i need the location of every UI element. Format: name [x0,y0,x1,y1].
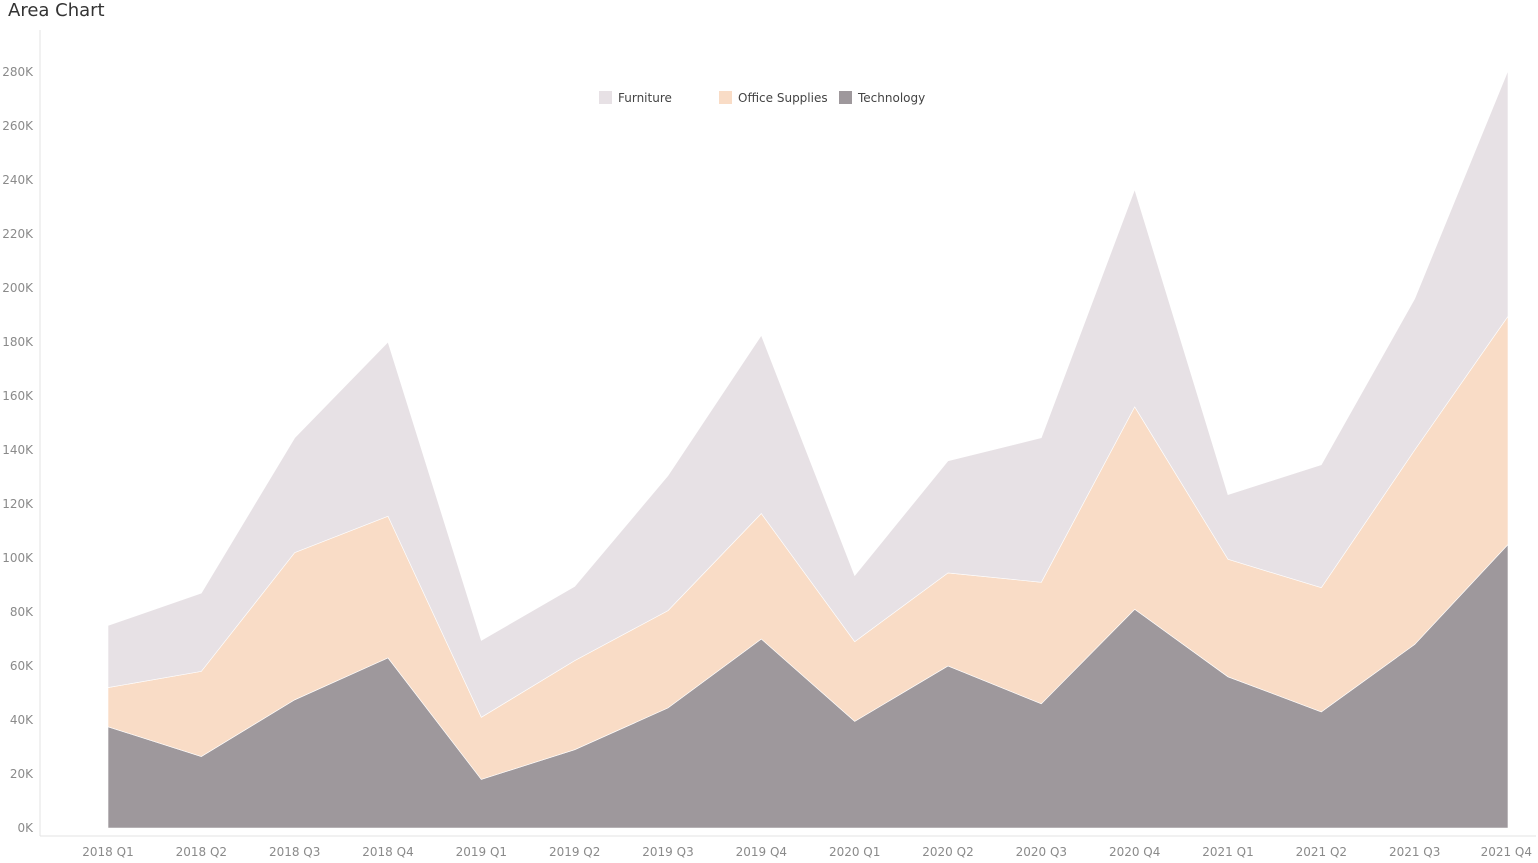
x-tick-label: 2020 Q4 [1109,845,1160,859]
x-tick-label: 2020 Q3 [1016,845,1067,859]
y-tick-label: 120K [2,497,34,511]
y-tick-label: 260K [2,119,34,133]
legend-label: Furniture [618,91,672,105]
y-tick-label: 80K [10,605,34,619]
y-tick-label: 180K [2,335,34,349]
y-tick-label: 160K [2,389,34,403]
y-tick-label: 220K [2,227,34,241]
y-tick-label: 60K [10,659,34,673]
y-tick-label: 140K [2,443,34,457]
y-tick-label: 20K [10,767,34,781]
y-tick-label: 240K [2,173,34,187]
legend-swatch [719,91,732,104]
x-tick-label: 2019 Q2 [549,845,600,859]
y-tick-label: 200K [2,281,34,295]
legend: Furniture Office Supplies Technology [599,91,925,105]
y-tick-label: 40K [10,713,34,727]
y-tick-label: 100K [2,551,34,565]
x-tick-label: 2018 Q4 [362,845,413,859]
legend-label: Office Supplies [738,91,828,105]
x-tick-label: 2018 Q3 [269,845,320,859]
legend-swatch [839,91,852,104]
x-tick-label: 2018 Q1 [82,845,133,859]
x-tick-label: 2021 Q1 [1202,845,1253,859]
y-tick-label: 0K [17,821,34,835]
x-tick-label: 2021 Q3 [1389,845,1440,859]
x-tick-label: 2019 Q1 [456,845,507,859]
x-tick-label: 2020 Q1 [829,845,880,859]
x-tick-label: 2021 Q2 [1296,845,1347,859]
area-furniture [107,70,1509,718]
x-tick-label: 2020 Q2 [922,845,973,859]
x-tick-label: 2019 Q4 [736,845,787,859]
y-axis-ticks: 0K 20K 40K 60K 80K 100K 120K 140K 160K 180K 200K 22… [2,65,34,835]
chart-title: Area Chart [8,0,105,21]
axes [39,30,1536,837]
x-tick-label: 2019 Q3 [642,845,693,859]
x-axis-ticks: 2018 Q1 2018 Q2 2018 Q3 2018 Q4 2019 Q1 2019 … [82,845,1532,859]
y-tick-label: 280K [2,65,34,79]
area-layers [107,70,1509,829]
legend-label: Technology [857,91,925,105]
legend-swatch [599,91,612,104]
x-tick-label: 2021 Q4 [1481,845,1532,859]
x-tick-label: 2018 Q2 [176,845,227,859]
